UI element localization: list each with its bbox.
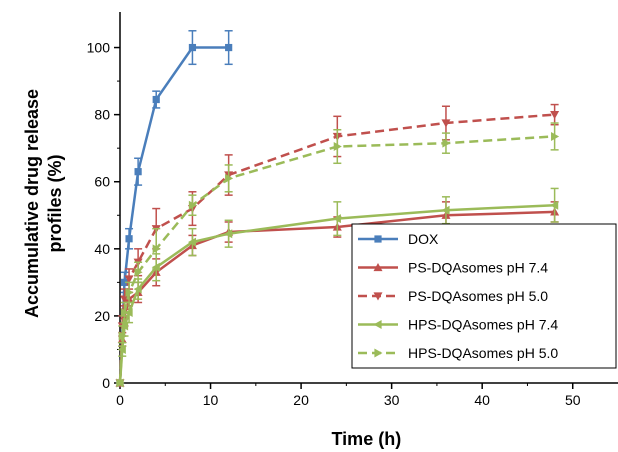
y-tick-label: 60 — [94, 174, 110, 190]
data-point — [224, 229, 233, 239]
x-tick-label: 30 — [384, 392, 400, 408]
series-line — [118, 46, 229, 384]
data-point — [116, 378, 125, 388]
data-point — [120, 278, 129, 286]
series-1 — [116, 30, 233, 387]
y-axis-title-line-2: profiles (%) — [45, 154, 65, 252]
data-point — [225, 43, 233, 52]
legend-label: DOX — [408, 231, 439, 247]
legend-item-5: HPS-DQAsomes pH 5.0 — [358, 345, 558, 361]
data-point — [134, 168, 142, 176]
data-point — [550, 200, 559, 210]
x-tick-label: 10 — [203, 392, 219, 408]
legend-label: HPS-DQAsomes pH 7.4 — [408, 317, 558, 333]
data-point — [442, 138, 451, 148]
data-point — [374, 348, 383, 358]
data-point — [225, 173, 234, 183]
data-point — [332, 214, 341, 224]
data-point — [551, 131, 560, 141]
data-point — [152, 95, 160, 104]
data-point — [333, 142, 342, 152]
y-axis-title-line-1: Accumulative drug release — [22, 89, 42, 318]
legend-label: PS-DQAsomes pH 7.4 — [408, 260, 548, 276]
data-point — [441, 205, 450, 215]
series-5 — [116, 122, 560, 388]
data-point — [120, 308, 130, 318]
data-point — [374, 235, 382, 243]
data-point — [373, 320, 382, 329]
legend-label: PS-DQAsomes pH 5.0 — [408, 288, 548, 304]
legend-item-4: HPS-DQAsomes pH 7.4 — [358, 317, 558, 333]
y-tick-label: 100 — [87, 40, 111, 56]
legend-item-2: PS-DQAsomes pH 7.4 — [358, 260, 548, 276]
data-point — [125, 235, 133, 243]
legend-box — [351, 223, 617, 369]
data-point — [134, 267, 143, 277]
data-point — [373, 263, 383, 272]
y-tick-label: 20 — [94, 308, 110, 324]
data-point — [188, 200, 197, 210]
series-layer — [115, 30, 560, 388]
y-tick-label: 80 — [94, 107, 110, 123]
data-point — [125, 287, 134, 297]
y-tick-label: 0 — [102, 375, 110, 391]
data-point — [441, 119, 451, 128]
legend-item-3: PS-DQAsomes pH 5.0 — [358, 288, 548, 304]
data-point — [550, 111, 560, 120]
legend-label: HPS-DQAsomes pH 5.0 — [408, 345, 558, 361]
data-point — [187, 237, 197, 247]
x-tick-label: 0 — [116, 392, 124, 408]
y-axis-title: Accumulative drug release profiles (%) — [22, 89, 65, 318]
data-point — [152, 244, 161, 254]
data-point — [124, 275, 134, 284]
data-point — [133, 284, 142, 294]
data-point — [188, 43, 197, 52]
y-tick-label: 40 — [94, 241, 110, 257]
legend-item-1: DOX — [358, 231, 439, 247]
data-point — [118, 331, 127, 341]
x-tick-label: 20 — [293, 392, 309, 408]
axes: 0 20 40 60 80 100 0 10 20 30 40 50 Time (h) Accumulat… — [22, 12, 618, 449]
x-tick-label: 40 — [474, 392, 490, 408]
x-tick-label: 50 — [565, 392, 581, 408]
x-axis-title: Time (h) — [332, 429, 402, 449]
data-point — [373, 292, 383, 301]
legend: DOX PS-DQAsomes pH 7.4 PS-DQAsomes pH 5.0 H… — [351, 223, 617, 369]
